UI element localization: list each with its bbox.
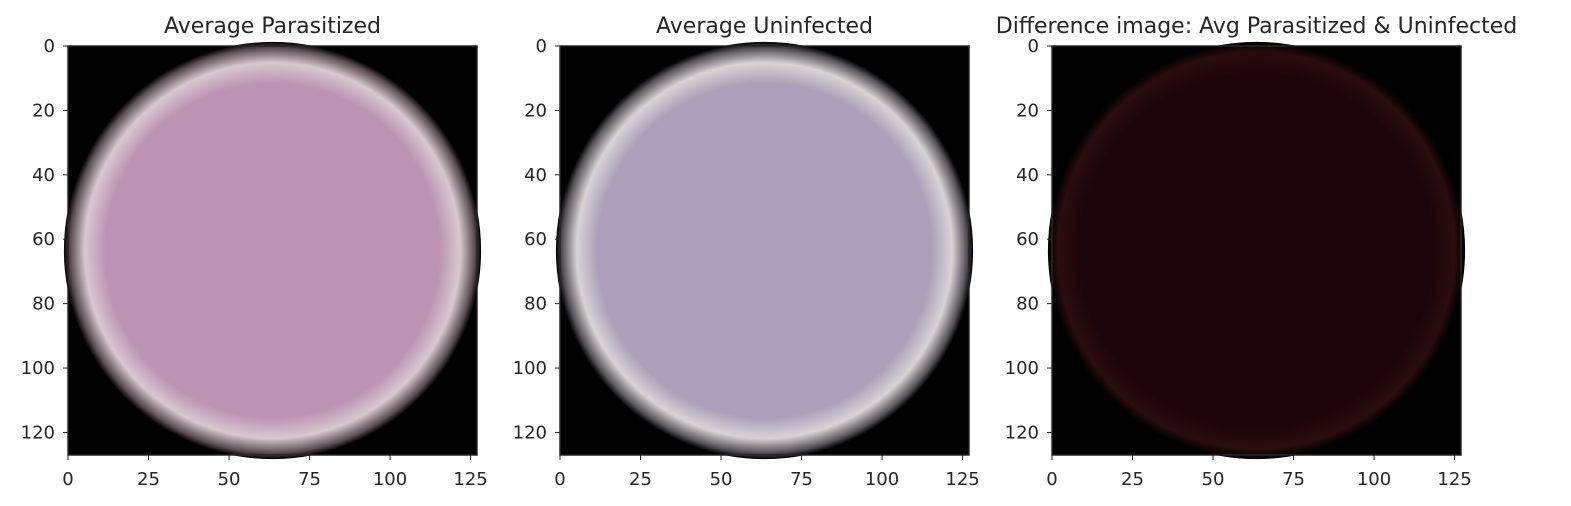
y-tick-label: 80 bbox=[524, 294, 547, 315]
cell-image bbox=[63, 41, 482, 460]
cell-image bbox=[1047, 41, 1466, 460]
y-tick-label: 120 bbox=[1005, 422, 1039, 443]
y-tick-label: 20 bbox=[524, 100, 547, 121]
y-tick-label: 120 bbox=[21, 422, 55, 443]
y-tick-label: 60 bbox=[1016, 229, 1039, 250]
x-tick-label: 100 bbox=[865, 469, 899, 490]
y-tick-label: 40 bbox=[32, 165, 55, 186]
chart-panel-2: 0 25 50 75 100 125 0 20 40 60 80 100 120 Average Unin… bbox=[513, 14, 980, 490]
x-tick-label: 75 bbox=[1282, 469, 1305, 490]
axes-frame bbox=[559, 45, 970, 456]
y-tick-label: 100 bbox=[1005, 358, 1039, 379]
x-tick-label: 100 bbox=[373, 469, 407, 490]
y-tick-label: 60 bbox=[524, 229, 547, 250]
chart-title: Difference image: Avg Parasitized & Unin… bbox=[996, 14, 1517, 39]
x-tick-label: 125 bbox=[1437, 469, 1471, 490]
x-tick-label: 125 bbox=[945, 469, 979, 490]
x-tick-label: 0 bbox=[1046, 469, 1057, 490]
y-tick-label: 100 bbox=[513, 358, 547, 379]
x-tick-label: 100 bbox=[1357, 469, 1391, 490]
y-tick-label: 20 bbox=[32, 100, 55, 121]
chart-panel-3: 0 25 50 75 100 125 0 20 40 60 80 100 120 Difference i… bbox=[996, 14, 1517, 490]
x-tick-label: 0 bbox=[62, 469, 73, 490]
axes-frame bbox=[67, 45, 478, 456]
y-tick-label: 80 bbox=[1016, 294, 1039, 315]
y-tick-label: 120 bbox=[513, 422, 547, 443]
y-tick-label: 0 bbox=[44, 36, 55, 57]
x-tick-label: 25 bbox=[629, 469, 652, 490]
axes-frame bbox=[1051, 45, 1462, 456]
chart-title: Average Uninfected bbox=[656, 14, 873, 39]
chart-panel-1: 0 25 50 75 100 125 0 20 40 60 80 100 120 Average Para… bbox=[21, 14, 488, 490]
x-tick-label: 50 bbox=[218, 469, 241, 490]
cell-image bbox=[555, 41, 974, 460]
y-tick-label: 40 bbox=[1016, 165, 1039, 186]
y-tick-label: 60 bbox=[32, 229, 55, 250]
y-tick-label: 20 bbox=[1016, 100, 1039, 121]
x-tick-label: 75 bbox=[298, 469, 321, 490]
x-tick-label: 125 bbox=[453, 469, 487, 490]
x-tick-label: 50 bbox=[710, 469, 733, 490]
x-tick-label: 25 bbox=[137, 469, 160, 490]
x-tick-label: 75 bbox=[790, 469, 813, 490]
y-tick-label: 0 bbox=[536, 36, 547, 57]
chart-title: Average Parasitized bbox=[164, 14, 381, 39]
x-tick-label: 25 bbox=[1121, 469, 1144, 490]
y-tick-label: 40 bbox=[524, 165, 547, 186]
y-tick-label: 0 bbox=[1028, 36, 1039, 57]
y-tick-label: 100 bbox=[21, 358, 55, 379]
x-tick-label: 50 bbox=[1202, 469, 1225, 490]
y-tick-label: 80 bbox=[32, 294, 55, 315]
x-tick-label: 0 bbox=[554, 469, 565, 490]
